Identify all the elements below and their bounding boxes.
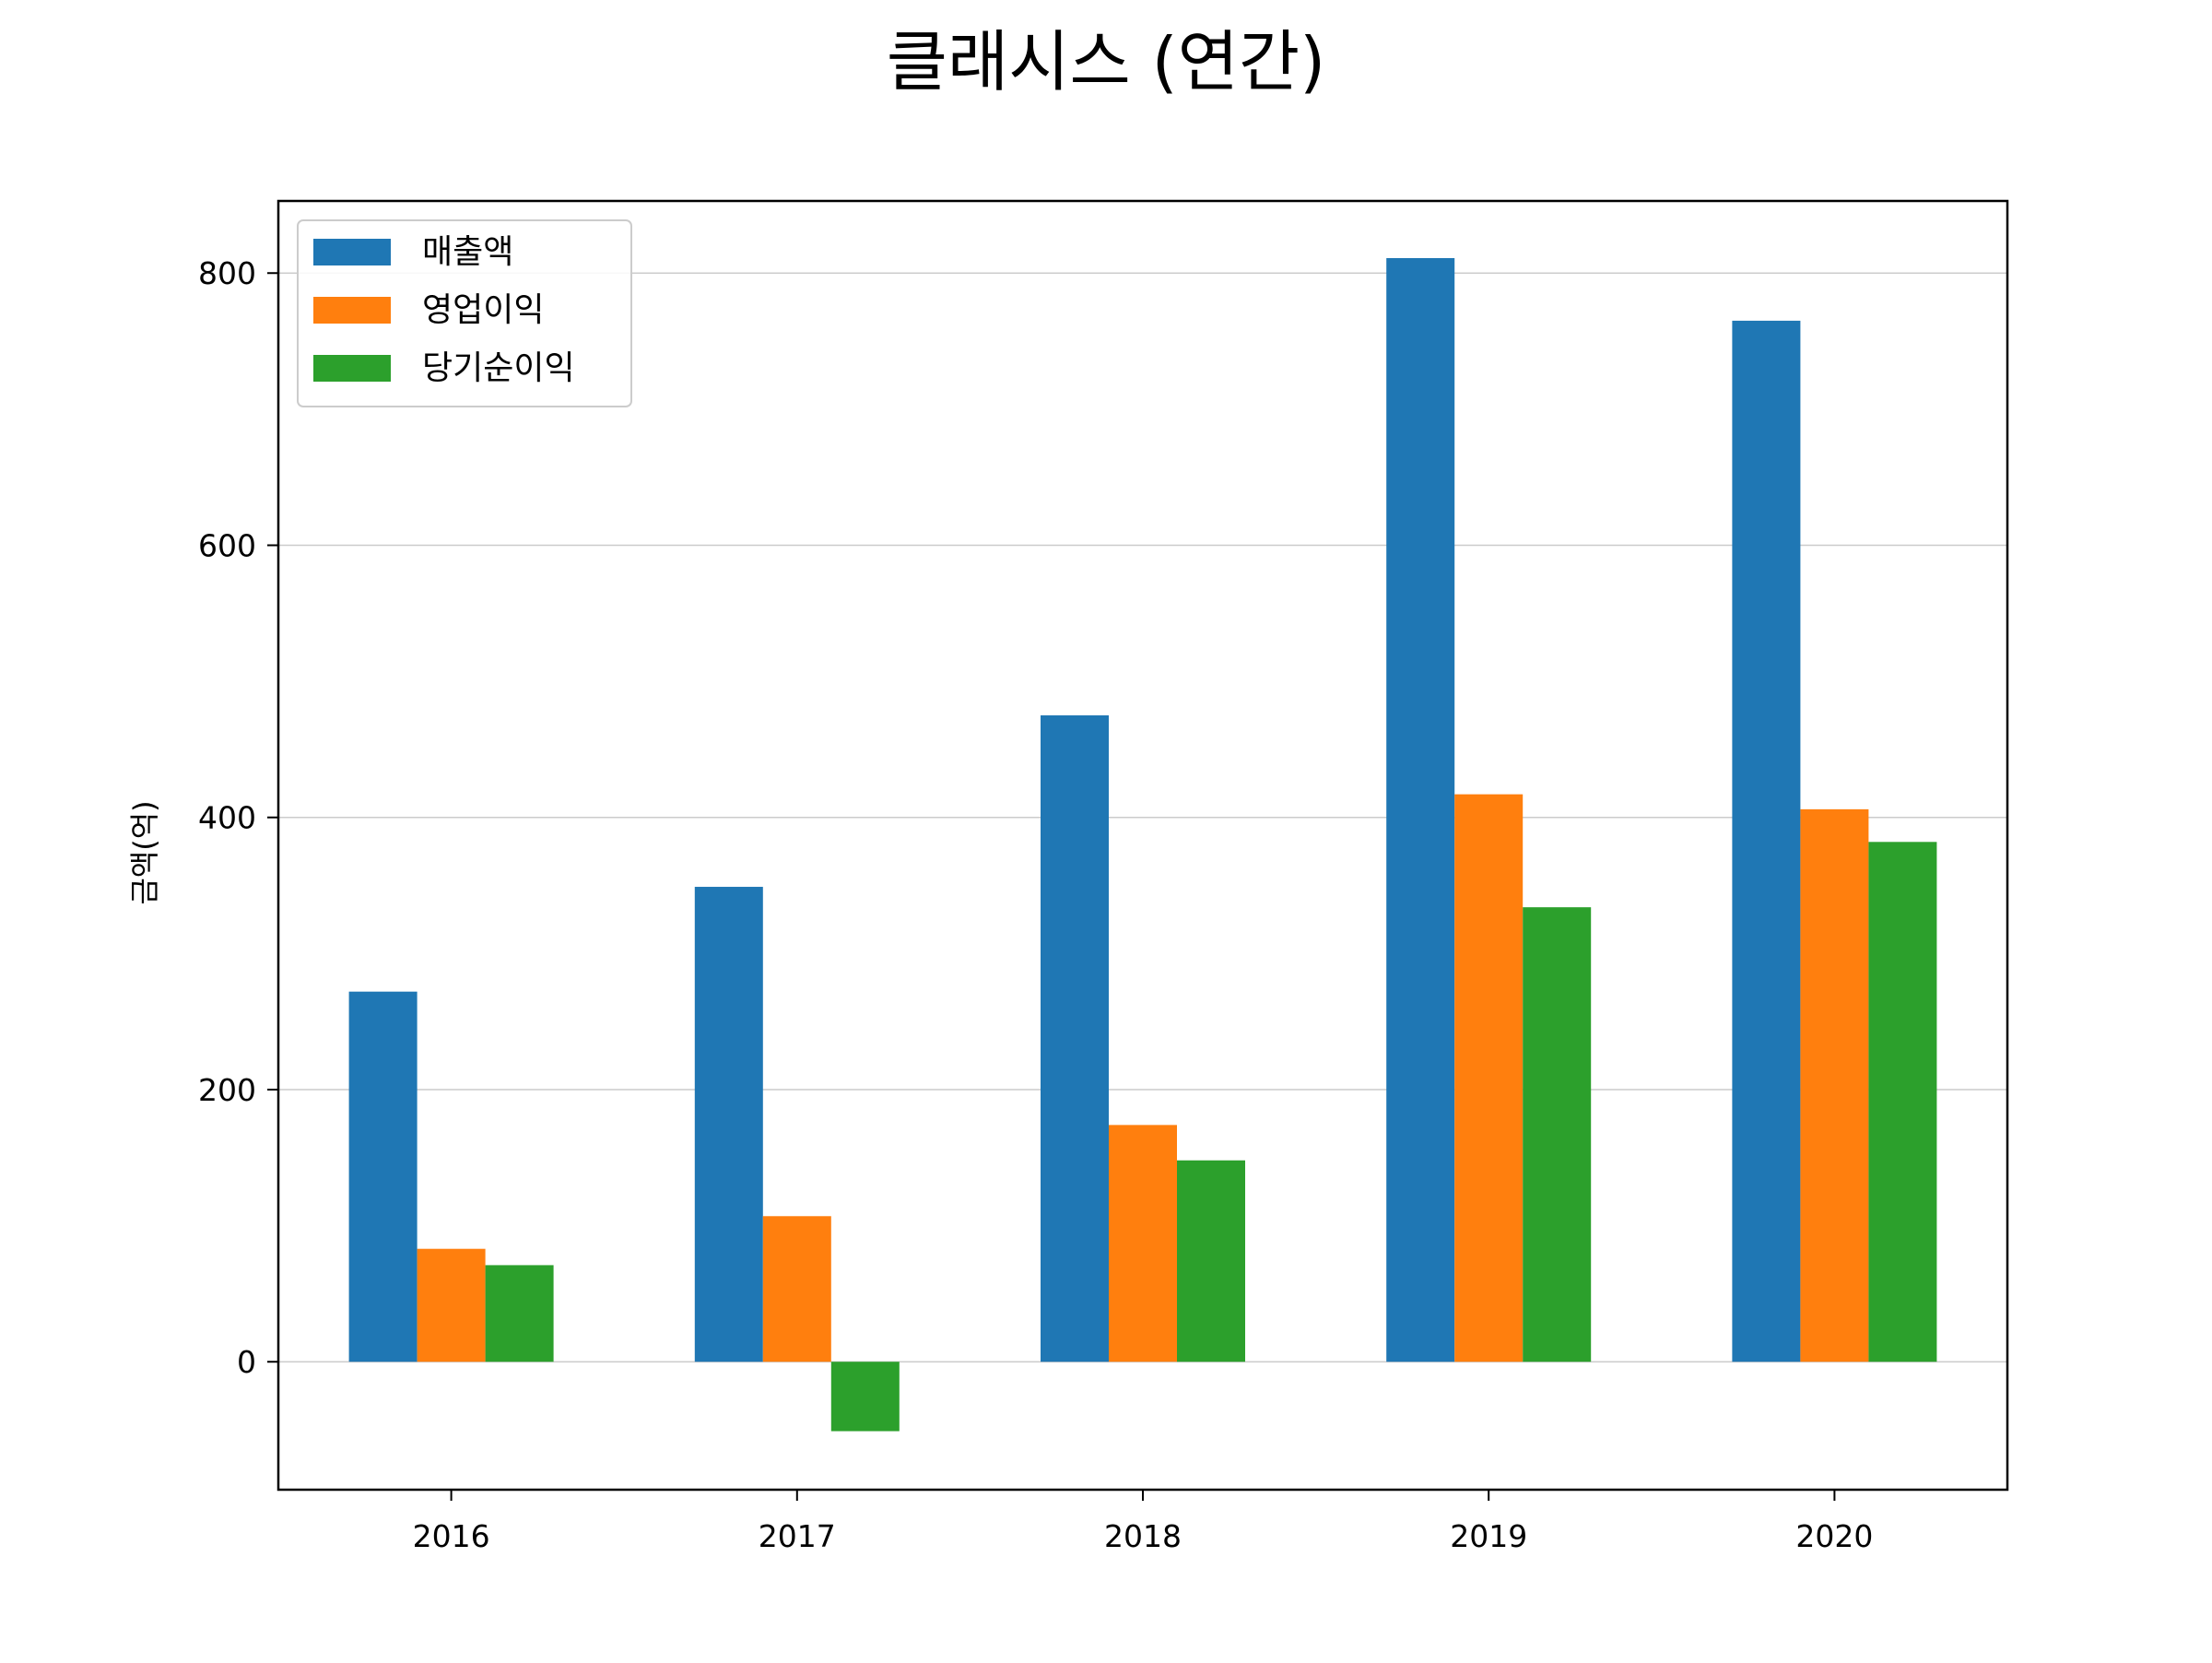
y-tick-label: 800 [198,255,256,291]
bar-매출액-2018 [1041,715,1109,1362]
x-tick-label: 2017 [759,1518,836,1554]
x-tick-label: 2019 [1450,1518,1527,1554]
legend-label: 매출액 [422,233,513,271]
chart-title: 클래시스 (연간) [887,23,1326,100]
bar-당기순이익-2018 [1177,1160,1245,1362]
bar-매출액-2019 [1386,258,1455,1362]
bar-매출액-2020 [1732,320,1801,1362]
axes: 0 200 400 600 800 2016 2017 2018 2019 2020 [198,199,2009,1554]
bar-당기순이익-2019 [1523,907,1592,1362]
legend-swatch [313,239,391,265]
bar-당기순이익-2016 [485,1265,554,1362]
y-tick-label: 200 [198,1072,256,1108]
bar-영업이익-2017 [762,1216,831,1362]
x-tick-label: 2016 [413,1518,490,1554]
bar-영업이익-2020 [1800,808,1869,1362]
bar-영업이익-2016 [417,1248,486,1362]
y-axis-label: 금액(억) [127,800,162,904]
x-tick-label: 2020 [1795,1518,1873,1554]
bar-영업이익-2018 [1109,1125,1177,1362]
bars [348,258,1937,1432]
y-tick-label: 0 [237,1344,256,1380]
bar-매출액-2016 [348,991,418,1362]
legend-swatch [313,297,391,324]
bar-영업이익-2019 [1454,794,1524,1362]
bar-매출액-2017 [694,887,763,1362]
x-tick-label: 2018 [1104,1518,1182,1554]
y-tick-label: 600 [198,527,256,563]
legend-label: 당기순이익 [422,349,575,387]
y-tick-label: 400 [198,800,256,836]
legend-swatch [313,355,391,382]
legend-label: 영업이익 [422,291,544,329]
bar-당기순이익-2017 [830,1362,900,1432]
bar-당기순이익-2020 [1868,842,1937,1362]
grid-lines [278,272,2007,1362]
